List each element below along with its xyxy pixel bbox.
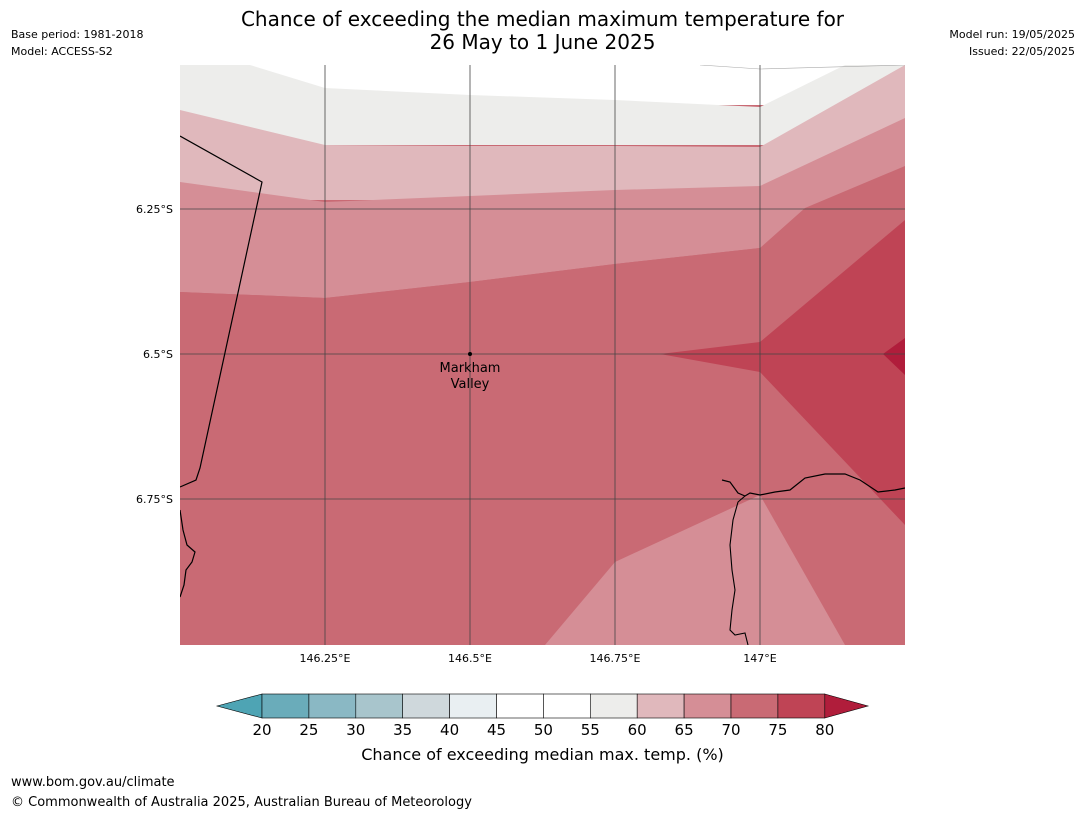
model-run: Model run: 19/05/2025 <box>949 28 1075 41</box>
colorbar-tick-label: 70 <box>721 721 740 739</box>
place-label-line-2: Valley <box>451 377 490 392</box>
model-name: Model: ACCESS-S2 <box>11 45 113 58</box>
colorbar-tick-label: 45 <box>487 721 506 739</box>
band-55-60 <box>180 65 905 145</box>
lat-label: 6.25°S <box>136 203 173 216</box>
place-label-line-1: Markham <box>440 361 501 376</box>
coastline-west <box>180 509 196 598</box>
colorbar-tick-label: 25 <box>299 721 318 739</box>
band-80-plus <box>883 338 905 375</box>
colorbar: 20 25 30 35 40 45 50 55 60 65 70 75 80 <box>215 693 870 739</box>
lon-label: 146.5°E <box>448 652 492 665</box>
colorbar-segment <box>449 693 497 719</box>
colorbar-tick-label: 35 <box>393 721 412 739</box>
colorbar-segment <box>543 693 591 719</box>
footer-url[interactable]: www.bom.gov.au/climate <box>11 775 175 790</box>
colorbar-extend-low <box>215 693 263 719</box>
colorbar-tick-label: 55 <box>581 721 600 739</box>
title-line-2: 26 May to 1 June 2025 <box>429 30 656 54</box>
colorbar-segment <box>355 693 403 719</box>
band-65-70-bottom <box>545 495 845 645</box>
lon-label: 147°E <box>743 652 776 665</box>
lon-label: 146.75°E <box>590 652 641 665</box>
lat-label: 6.5°S <box>143 348 173 361</box>
lon-label: 146.25°E <box>300 652 351 665</box>
meta-right: Model run: 19/05/2025 Issued: 22/05/2025 <box>949 26 1075 60</box>
colorbar-label: Chance of exceeding median max. temp. (%… <box>361 745 724 764</box>
colorbar-segment <box>730 693 779 719</box>
footer-copyright: © Commonwealth of Australia 2025, Austra… <box>11 795 472 810</box>
colorbar-extend-high <box>824 693 870 719</box>
colorbar-tick-label: 40 <box>440 721 459 739</box>
colorbar-segment <box>777 693 826 719</box>
colorbar-tick-label: 60 <box>628 721 647 739</box>
band-60-65 <box>180 65 905 200</box>
colorbar-segment <box>402 693 450 719</box>
colorbar-tick-label: 20 <box>252 721 271 739</box>
lat-label: 6.75°S <box>136 493 173 506</box>
gridlines <box>180 65 905 645</box>
band-75-80 <box>660 220 905 525</box>
map-title: Chance of exceeding the median maximum t… <box>0 8 1085 54</box>
province-border <box>180 135 263 488</box>
colorbar-tick-label: 50 <box>534 721 553 739</box>
colorbar-tick-label: 30 <box>346 721 365 739</box>
colorbar-tick-label: 65 <box>675 721 694 739</box>
colorbar-tick-label: 80 <box>815 721 834 739</box>
colorbar-segment <box>308 693 357 719</box>
colorbar-segment <box>261 693 310 719</box>
base-period: Base period: 1981-2018 <box>11 28 144 41</box>
title-line-1: Chance of exceeding the median maximum t… <box>240 7 845 31</box>
river-line <box>729 495 749 645</box>
band-70-75-main <box>180 166 905 645</box>
map-area <box>180 65 905 645</box>
colorbar-tick-label: 75 <box>768 721 787 739</box>
coastline-east <box>721 473 905 497</box>
colorbar-segment <box>496 693 544 719</box>
place-marker <box>468 352 472 356</box>
colorbar-segment <box>589 693 638 719</box>
colorbar-segment <box>683 693 732 719</box>
issued-date: Issued: 22/05/2025 <box>968 45 1075 58</box>
colorbar-segment <box>636 693 685 719</box>
band-65-70 <box>180 118 905 298</box>
meta-left: Base period: 1981-2018 Model: ACCESS-S2 <box>11 26 143 60</box>
